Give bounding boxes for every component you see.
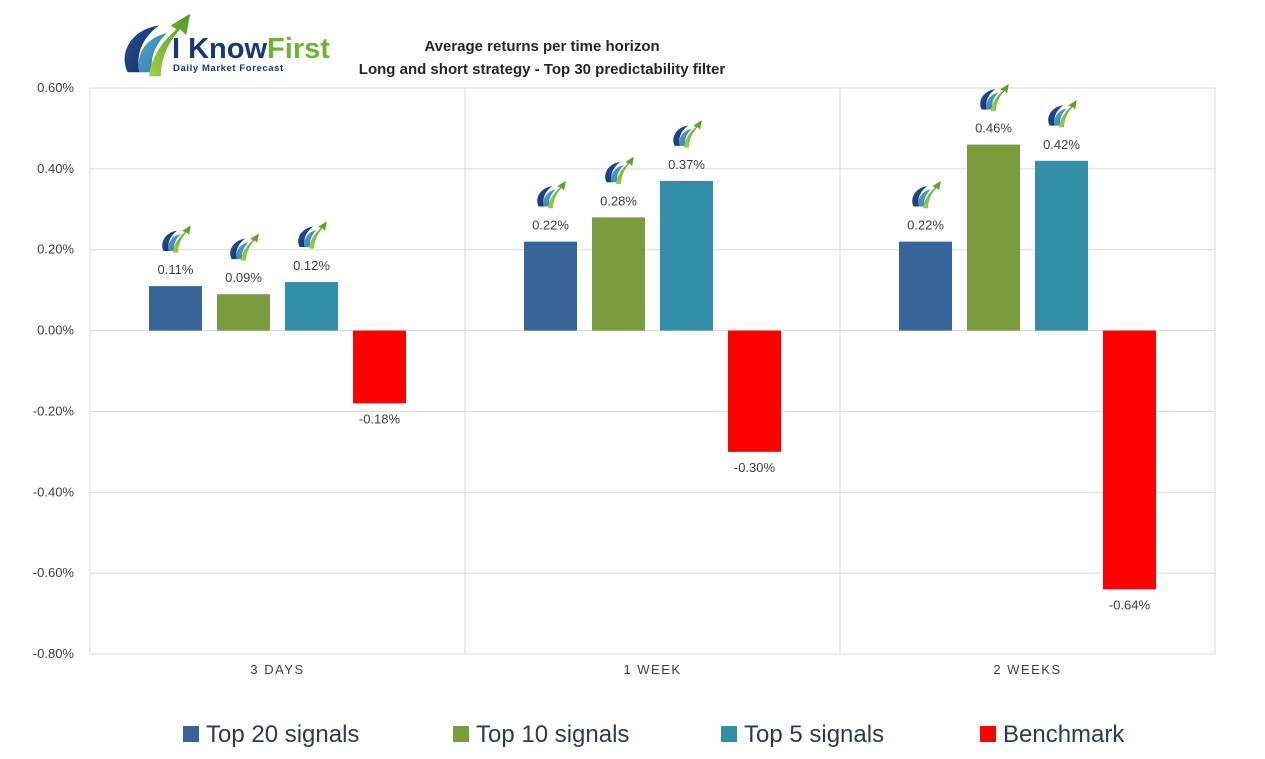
logo-tagline: Daily Market Forecast: [173, 63, 284, 74]
legend-label-benchmark: Benchmark: [1003, 721, 1125, 748]
data-label: -0.64%: [1109, 597, 1151, 612]
chart-subtitle: Long and short strategy - Top 30 predict…: [359, 61, 726, 78]
bar-top-10-signals-3-days: [217, 294, 270, 331]
x-category-label: 1 WEEK: [623, 662, 681, 677]
data-label: 0.28%: [600, 193, 637, 208]
legend-label-top-20-signals: Top 20 signals: [206, 721, 359, 748]
category-separators: [464, 88, 841, 654]
bar-top-10-signals-1-week: [592, 217, 645, 331]
y-axis-ticks: 0.60% 0.40% 0.20% 0.00% -0.20% -0.40% -0.60% -0…: [33, 80, 75, 661]
legend: Top 20 signals Top 10 signals Top 5 signal…: [183, 721, 1125, 748]
y-tick-label: -0.20%: [33, 403, 75, 418]
data-label: 0.11%: [158, 262, 194, 277]
chart-title: Average returns per time horizon: [424, 38, 659, 55]
x-category-label: 3 DAYS: [250, 662, 304, 677]
svg-text:I KnowFirst: I KnowFirst: [172, 33, 330, 65]
y-tick-label: 0.40%: [37, 161, 74, 176]
legend-swatch-benchmark: [980, 726, 996, 742]
y-tick-label: 0.20%: [37, 242, 74, 257]
logo-word-first: First: [267, 33, 330, 65]
data-label: 0.37%: [668, 157, 705, 172]
bar-top-20-signals-3-days: [149, 286, 202, 331]
y-tick-label: -0.80%: [33, 646, 75, 661]
logo-icon: [124, 13, 191, 77]
logo-word-know: I Know: [172, 33, 267, 65]
legend-swatch-top-5-signals: [721, 726, 737, 742]
data-label: 0.12%: [293, 258, 330, 273]
plot-area: [89, 87, 1216, 655]
bar-top-5-signals-3-days: [285, 282, 338, 331]
data-label: 0.09%: [225, 270, 262, 285]
legend-swatch-top-20-signals: [183, 726, 199, 742]
data-label: -0.30%: [734, 460, 776, 475]
data-label: 0.22%: [907, 218, 944, 233]
bar-benchmark-1-week: [728, 330, 781, 452]
bar-top-5-signals-2-weeks: [1035, 160, 1088, 331]
bar-top-20-signals-1-week: [524, 241, 577, 331]
data-label: -0.18%: [359, 411, 401, 426]
data-label: 0.42%: [1043, 137, 1080, 152]
bar-benchmark-3-days: [353, 330, 406, 404]
bar-benchmark-2-weeks: [1103, 330, 1156, 590]
legend-label-top-10-signals: Top 10 signals: [476, 721, 629, 748]
data-label: 0.22%: [532, 218, 569, 233]
legend-label-top-5-signals: Top 5 signals: [744, 721, 884, 748]
y-tick-label: -0.60%: [33, 565, 75, 580]
bars: [149, 144, 1156, 590]
bar-top-10-signals-2-weeks: [967, 144, 1020, 331]
company-logo: I KnowFirst Daily Market Forecast: [124, 13, 330, 77]
legend-swatch-top-10-signals: [453, 726, 469, 742]
data-labels: 0.11% 0.09% 0.12% -0.18% 0.22% 0.28% 0.37% -0.3…: [158, 121, 1151, 613]
bar-top-20-signals-2-weeks: [899, 241, 952, 331]
data-label: 0.46%: [975, 121, 1012, 136]
y-tick-label: -0.40%: [33, 484, 75, 499]
x-category-label: 2 WEEKS: [993, 662, 1061, 677]
gridlines: [90, 87, 1215, 655]
y-tick-label: 0.60%: [37, 80, 74, 95]
x-axis-categories: 3 DAYS 1 WEEK 2 WEEKS: [250, 662, 1061, 677]
y-tick-label: 0.00%: [37, 323, 74, 338]
bar-top-5-signals-1-week: [660, 180, 713, 331]
